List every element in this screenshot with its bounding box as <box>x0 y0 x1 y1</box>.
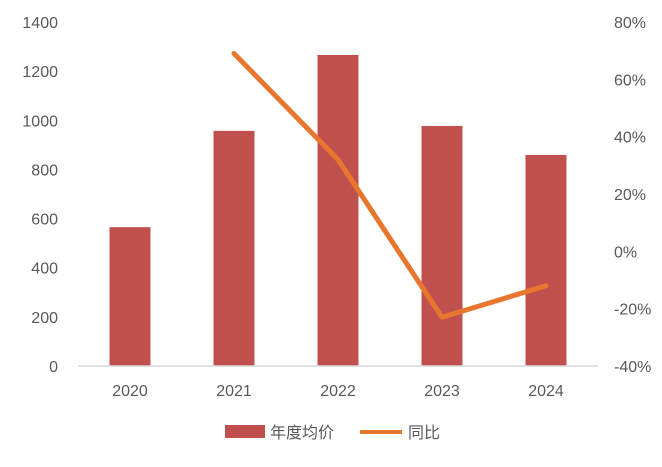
right-tick-label: 60% <box>614 72 646 89</box>
x-tick-label: 2021 <box>216 383 252 400</box>
x-tick-label: 2022 <box>320 383 356 400</box>
left-tick-label: 400 <box>31 261 58 278</box>
legend-swatch-bar <box>225 425 265 438</box>
line-series-yoy <box>231 51 549 320</box>
right-tick-label: 0% <box>614 244 637 261</box>
bar-2023 <box>421 125 463 367</box>
left-tick-label: 1400 <box>22 15 58 32</box>
x-tick-label: 2024 <box>528 383 564 400</box>
left-tick-label: 600 <box>31 212 58 229</box>
bar-2020 <box>109 227 151 366</box>
left-tick-label: 1200 <box>22 64 58 81</box>
right-tick-label: -20% <box>614 302 651 319</box>
left-tick-label: 800 <box>31 162 58 179</box>
right-tick-label: 40% <box>614 130 646 147</box>
bar-2024 <box>525 154 567 366</box>
right-tick-label: 80% <box>614 15 646 32</box>
bar-2022 <box>317 54 359 366</box>
left-tick-label: 0 <box>49 359 58 376</box>
bar-2021 <box>213 130 255 366</box>
legend-label-bar: 年度均价 <box>270 424 334 442</box>
legend: 年度均价 同比 <box>225 424 440 442</box>
right-tick-label: -40% <box>614 359 651 376</box>
x-tick-label: 2020 <box>112 383 148 400</box>
left-tick-label: 1000 <box>22 113 58 130</box>
legend-label-line: 同比 <box>408 424 440 442</box>
left-tick-label: 200 <box>31 310 58 327</box>
right-tick-label: 20% <box>614 187 646 204</box>
x-tick-label: 2023 <box>424 383 460 400</box>
